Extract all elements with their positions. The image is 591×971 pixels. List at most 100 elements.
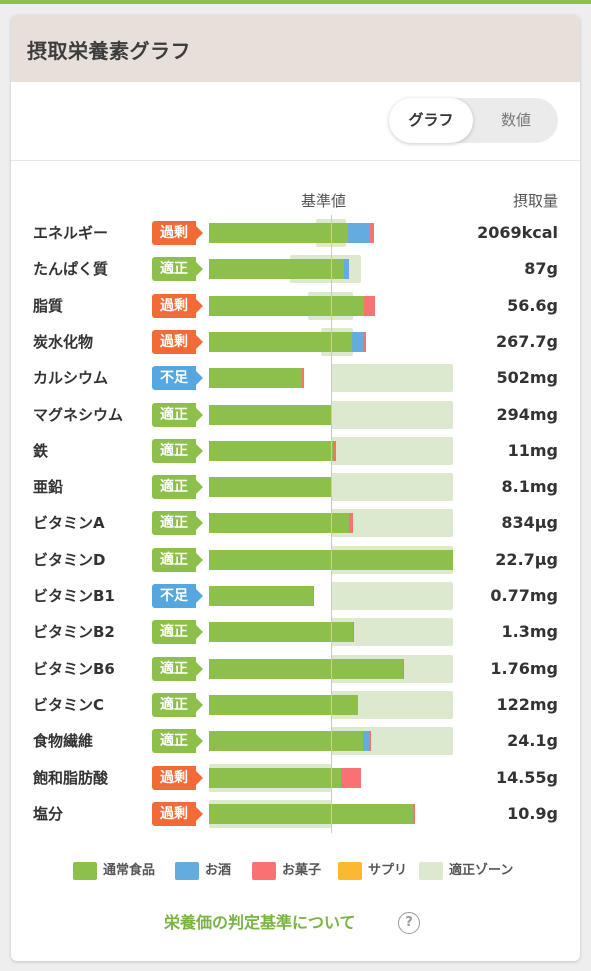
optimal-zone (331, 582, 453, 610)
graph-view-button[interactable]: グラフ (389, 98, 473, 143)
status-badge: 適正 (152, 692, 203, 717)
status-badge: 過剰 (152, 801, 203, 826)
intake-bar (209, 767, 362, 788)
nutrient-name: 食物繊維 (33, 732, 94, 751)
bar-segment-food (209, 404, 331, 425)
question-circle-icon[interactable]: ? (398, 912, 420, 934)
nutrient-name: ビタミンD (33, 550, 106, 569)
intake-bar (209, 368, 305, 389)
bar-segment-sweets (370, 223, 374, 243)
optimal-zone (331, 364, 453, 393)
status-badge: 適正 (152, 257, 203, 282)
criteria-link[interactable]: 栄養価の判定基準について (164, 913, 356, 932)
intake-bar (209, 440, 336, 461)
legend-label: 通常食品 (103, 863, 156, 878)
nutrient-row: 炭水化物 過剰 267.7g (11, 324, 580, 360)
nutrient-row: ビタミンB2 適正 1.3mg (11, 614, 580, 650)
bar-segment-food (209, 477, 331, 498)
legend-label: 適正ゾーン (449, 863, 514, 878)
bar-segment-food (209, 440, 334, 461)
legend-swatch (252, 862, 276, 880)
optimal-zone (331, 400, 453, 429)
nutrient-row: ビタミンA 適正 834μg (11, 505, 580, 541)
intake-bar (209, 513, 353, 534)
nutrient-row: 亜鉛 適正 8.1mg (11, 469, 580, 505)
legend-label: サプリ (368, 863, 408, 878)
bar-segment-sweets (363, 295, 375, 316)
bar-segment-food (209, 694, 358, 715)
bar-segment-food (209, 259, 345, 280)
nutrient-name: たんぱく質 (33, 260, 109, 279)
intake-bar (209, 404, 333, 425)
nutrient-name: 塩分 (33, 804, 64, 823)
nutrient-chart: 基準値 摂取量 エネルギー 過剰 2069kcal たんぱく質 適正 87g 脂質 過剰 56.… (11, 15, 580, 961)
bar-segment-food (209, 803, 413, 824)
standard-value-line (331, 215, 332, 833)
bar-segment-alcohol (351, 331, 363, 352)
intake-bar (209, 259, 350, 280)
nutrient-row: カルシウム 不足 502mg (11, 360, 580, 396)
nutrient-row: マグネシウム 適正 294mg (11, 397, 580, 433)
nutrient-name: ビタミンA (33, 514, 105, 533)
status-badge: 適正 (152, 729, 203, 754)
card-title: 摂取栄養素グラフ (27, 39, 191, 63)
intake-value: 294mg (496, 404, 558, 424)
bar-segment-food (209, 767, 341, 788)
nutrient-name: 脂質 (33, 296, 64, 315)
nutrient-name: ビタミンC (33, 695, 105, 714)
status-badge: 過剰 (152, 221, 203, 245)
nutrient-row: 塩分 過剰 10.9g (11, 796, 580, 832)
intake-bar (209, 694, 358, 715)
intake-value: 14.55g (495, 767, 558, 787)
nutrient-row: 脂質 過剰 56.6g (11, 288, 580, 324)
intake-value: 56.6g (507, 295, 558, 315)
bar-segment-sweets (412, 803, 416, 824)
legend-swatch (175, 862, 199, 880)
legend-swatch (419, 862, 443, 880)
bar-segment-sweets (362, 331, 367, 352)
intake-value: 502mg (496, 368, 558, 388)
card-header: 摂取栄養素グラフ (11, 15, 580, 82)
nutrient-row: ビタミンB6 適正 1.76mg (11, 651, 580, 687)
optimal-zone (331, 473, 453, 502)
intake-value: 10.9g (507, 803, 558, 823)
intake-value: 122mg (496, 694, 558, 714)
intake-bar (209, 223, 374, 243)
bar-segment-sweets (352, 622, 355, 643)
top-accent-bar (0, 0, 591, 4)
status-badge: 適正 (152, 620, 203, 645)
intake-value: 11mg (507, 440, 558, 460)
bar-segment-sweets (340, 767, 362, 788)
nutrient-name: カルシウム (33, 369, 109, 388)
numeric-view-button[interactable]: 数値 (500, 111, 531, 129)
nutrient-row: 飽和脂肪酸 過剰 14.55g (11, 760, 580, 796)
bar-segment-sweets (402, 658, 405, 679)
intake-bar (209, 295, 375, 316)
legend-label: お酒 (205, 863, 232, 878)
view-toggle: グラフ 数値 (389, 98, 558, 143)
bar-segment-food (209, 622, 353, 643)
legend-swatch (73, 862, 97, 880)
intake-bar (209, 331, 367, 352)
bar-segment-alcohol (344, 259, 350, 280)
bar-segment-food (209, 368, 302, 389)
nutrient-row: ビタミンD 適正 22.7μg (11, 542, 580, 578)
intake-value: 8.1mg (501, 477, 558, 497)
intake-bar (209, 586, 314, 606)
nutrient-row: エネルギー 過剰 2069kcal (11, 215, 580, 251)
status-badge: 適正 (152, 511, 203, 536)
nutrient-name: 亜鉛 (33, 478, 64, 497)
nutrient-name: ビタミンB1 (33, 587, 115, 605)
standard-column-header: 基準値 (301, 192, 347, 210)
status-badge: 過剰 (152, 329, 203, 354)
status-badge: 適正 (152, 656, 203, 681)
bar-segment-food (209, 295, 364, 316)
bar-segment-food (209, 586, 313, 606)
bar-segment-food (209, 331, 352, 352)
nutrient-name: マグネシウム (33, 405, 124, 424)
status-badge: 適正 (152, 547, 203, 572)
intake-value: 834μg (501, 513, 558, 533)
status-badge: 過剰 (152, 293, 203, 318)
status-badge: 過剰 (152, 765, 203, 790)
nutrient-name: ビタミンB2 (33, 623, 115, 642)
